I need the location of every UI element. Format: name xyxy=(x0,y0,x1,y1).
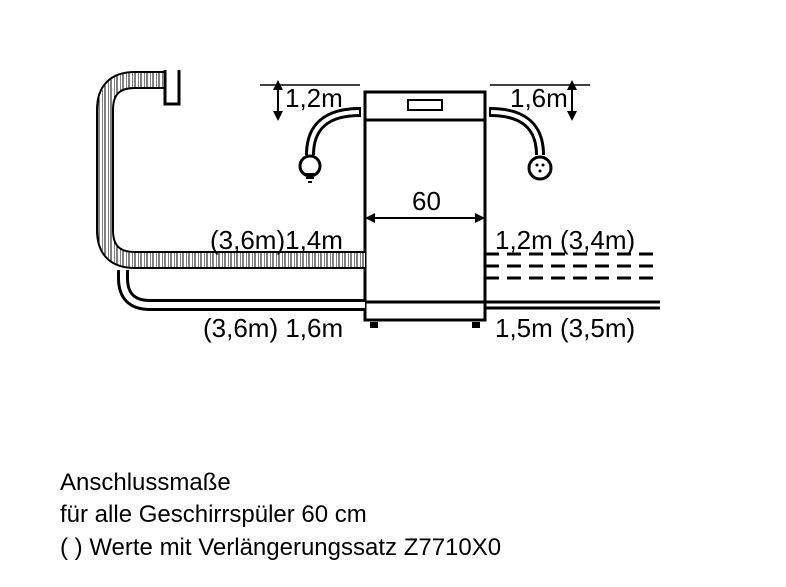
plug-right xyxy=(490,107,551,179)
diagram-svg xyxy=(60,70,786,520)
supply-hose xyxy=(123,270,365,305)
connection-diagram: 1,2m 1,6m 60 (3,6m)1,4m 1,2m (3,4m) (3,6… xyxy=(60,70,726,520)
caption-line3: ( ) Werte mit Verlängerungssatz Z7710X0 xyxy=(60,532,501,564)
caption: Anschlussmaße für alle Geschirrspüler 60… xyxy=(60,467,501,564)
label-top-right: 1,6m xyxy=(510,83,568,114)
label-bot-left: (3,6m) 1,6m xyxy=(203,313,343,344)
label-top-left: 1,2m xyxy=(285,83,343,114)
label-bot-right: 1,5m (3,5m) xyxy=(495,313,635,344)
caption-line2: für alle Geschirrspüler 60 cm xyxy=(60,499,501,531)
caption-line1: Anschlussmaße xyxy=(60,467,501,499)
label-mid-right: 1,2m (3,4m) xyxy=(495,225,635,256)
label-width: 60 xyxy=(412,186,441,217)
tap-left xyxy=(300,107,360,182)
cable-right xyxy=(485,254,660,308)
label-mid-left: (3,6m)1,4m xyxy=(210,225,343,256)
